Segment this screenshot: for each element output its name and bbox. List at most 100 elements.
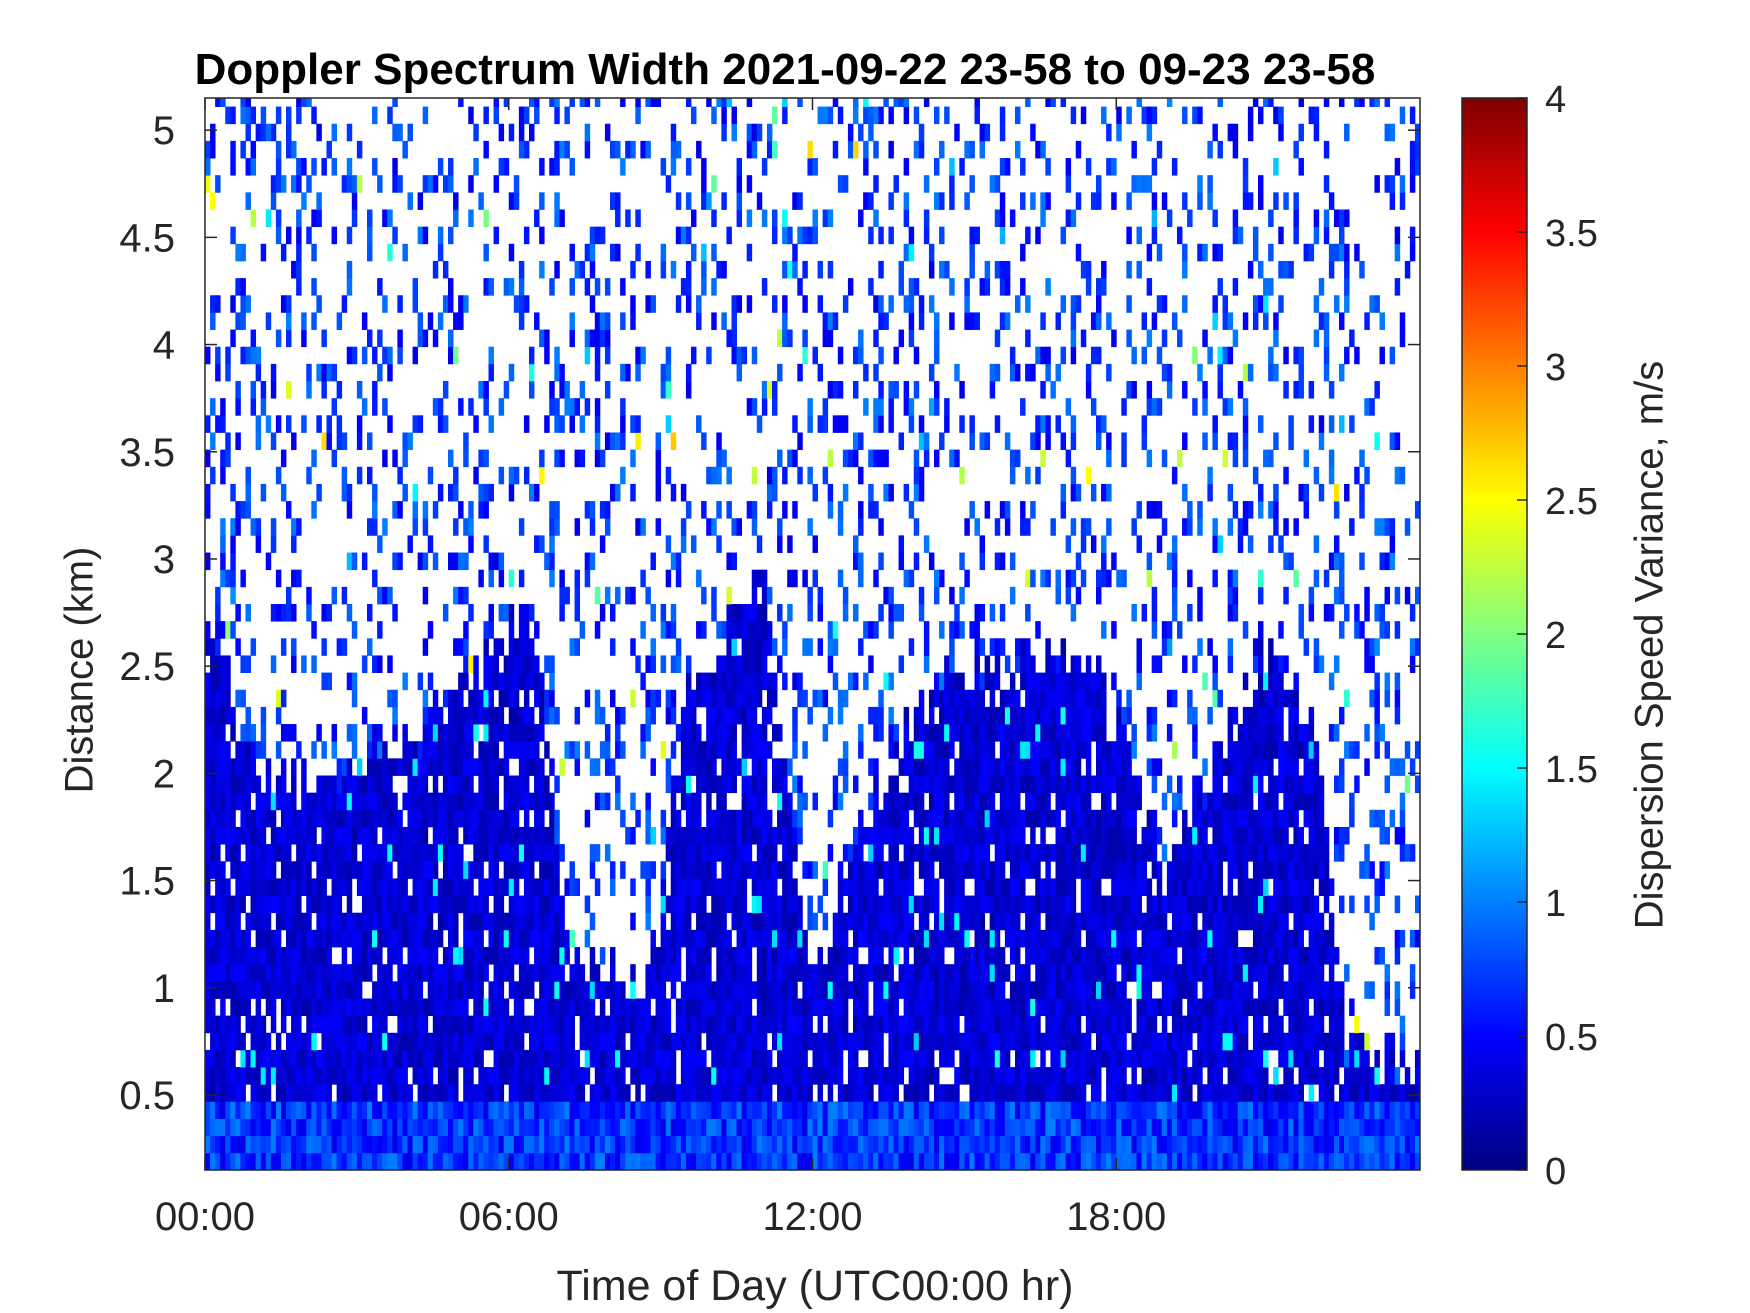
heatmap-cell	[220, 947, 226, 965]
heatmap-cell	[655, 947, 662, 965]
heatmap-cell	[260, 1015, 267, 1034]
heatmap-cell	[620, 278, 626, 296]
heatmap-cell	[939, 1135, 945, 1154]
heatmap-cell	[453, 912, 459, 931]
heatmap-cell	[898, 964, 905, 982]
heatmap-cell	[680, 226, 687, 245]
heatmap-cell	[473, 929, 479, 948]
heatmap-cell	[939, 1118, 945, 1137]
heatmap-cell	[508, 741, 515, 759]
heatmap-cell	[964, 192, 970, 210]
heatmap-cell	[387, 1049, 393, 1068]
heatmap-cell	[959, 861, 965, 879]
heatmap-cell	[883, 1135, 889, 1154]
heatmap-cell	[311, 449, 317, 468]
heatmap-cell	[437, 415, 444, 433]
heatmap-cell	[265, 1152, 272, 1171]
heatmap-cell	[954, 621, 960, 639]
heatmap-cell	[458, 878, 464, 896]
heatmap-cell	[665, 346, 672, 365]
heatmap-cell	[554, 844, 560, 862]
heatmap-cell	[777, 1152, 783, 1171]
heatmap-cell	[888, 741, 894, 759]
heatmap-cell	[599, 1067, 606, 1085]
heatmap-cell	[782, 758, 788, 776]
heatmap-cell	[508, 912, 515, 931]
heatmap-cell	[422, 706, 429, 725]
heatmap-cell	[584, 278, 591, 296]
heatmap-cell	[346, 501, 353, 519]
heatmap-cell	[377, 792, 383, 811]
heatmap-cell	[235, 1067, 241, 1085]
heatmap-cell	[361, 861, 368, 879]
heatmap-cell	[503, 809, 510, 828]
heatmap-cell	[250, 964, 257, 982]
heatmap-cell	[412, 1049, 419, 1068]
heatmap-cell	[696, 826, 702, 845]
heatmap-cell	[746, 1067, 753, 1085]
heatmap-cell	[458, 964, 464, 982]
heatmap-cell	[949, 998, 955, 1017]
heatmap-cell	[529, 912, 535, 931]
heatmap-cell	[837, 1135, 844, 1154]
heatmap-cell	[863, 1067, 869, 1085]
heatmap-cell	[458, 809, 464, 828]
heatmap-cell	[579, 449, 586, 468]
heatmap-cell	[832, 638, 839, 656]
heatmap-cell	[513, 947, 520, 965]
heatmap-cell	[934, 586, 940, 605]
heatmap-cell	[336, 844, 343, 862]
heatmap-cell	[746, 123, 753, 142]
heatmap-cell	[908, 1049, 915, 1068]
heatmap-cell	[564, 1084, 570, 1102]
heatmap-cell	[265, 209, 272, 228]
heatmap-cell	[564, 140, 570, 159]
heatmap-cell	[225, 1152, 231, 1171]
heatmap-cell	[392, 175, 398, 193]
heatmap-cell	[407, 912, 413, 931]
heatmap-cell	[928, 260, 935, 279]
heatmap-cell	[691, 1118, 697, 1137]
heatmap-cell	[640, 724, 646, 742]
heatmap-cell	[367, 826, 373, 845]
heatmap-cell	[680, 741, 687, 759]
heatmap-cell	[483, 1015, 489, 1034]
heatmap-cell	[934, 1015, 940, 1034]
heatmap-cell	[544, 1135, 550, 1154]
heatmap-cell	[984, 981, 991, 999]
heatmap-cell	[387, 758, 393, 776]
heatmap-cell	[837, 792, 844, 811]
heatmap-cell	[893, 844, 899, 862]
heatmap-cell	[463, 809, 469, 828]
heatmap-cell	[432, 175, 439, 193]
heatmap-cell	[215, 981, 221, 999]
heatmap-cell	[306, 964, 312, 982]
heatmap-cell	[918, 1118, 925, 1137]
heatmap-cell	[873, 329, 879, 348]
heatmap-cell	[787, 603, 793, 622]
heatmap-cell	[331, 861, 338, 879]
heatmap-cell	[412, 278, 419, 296]
heatmap-cell	[255, 1015, 262, 1034]
heatmap-cell	[554, 1101, 560, 1119]
heatmap-cell	[382, 964, 388, 982]
heatmap-cell	[544, 655, 550, 673]
heatmap-cell	[741, 758, 748, 776]
heatmap-cell	[549, 947, 555, 965]
heatmap-cell	[549, 381, 555, 399]
heatmap-cell	[949, 621, 955, 639]
heatmap-cell	[701, 929, 707, 948]
heatmap-cell	[392, 826, 398, 845]
heatmap-cell	[286, 1118, 292, 1137]
heatmap-cell	[493, 1084, 500, 1102]
heatmap-cell	[832, 792, 839, 811]
heatmap-cell	[842, 964, 849, 982]
heatmap-cell	[245, 1135, 251, 1154]
heatmap-cell	[751, 123, 758, 142]
heatmap-cell	[944, 895, 950, 914]
heatmap-cell	[518, 638, 525, 656]
heatmap-cell	[559, 1135, 565, 1154]
heatmap-cell	[635, 1032, 641, 1051]
heatmap-cell	[564, 1032, 570, 1051]
heatmap-cell	[837, 929, 844, 948]
